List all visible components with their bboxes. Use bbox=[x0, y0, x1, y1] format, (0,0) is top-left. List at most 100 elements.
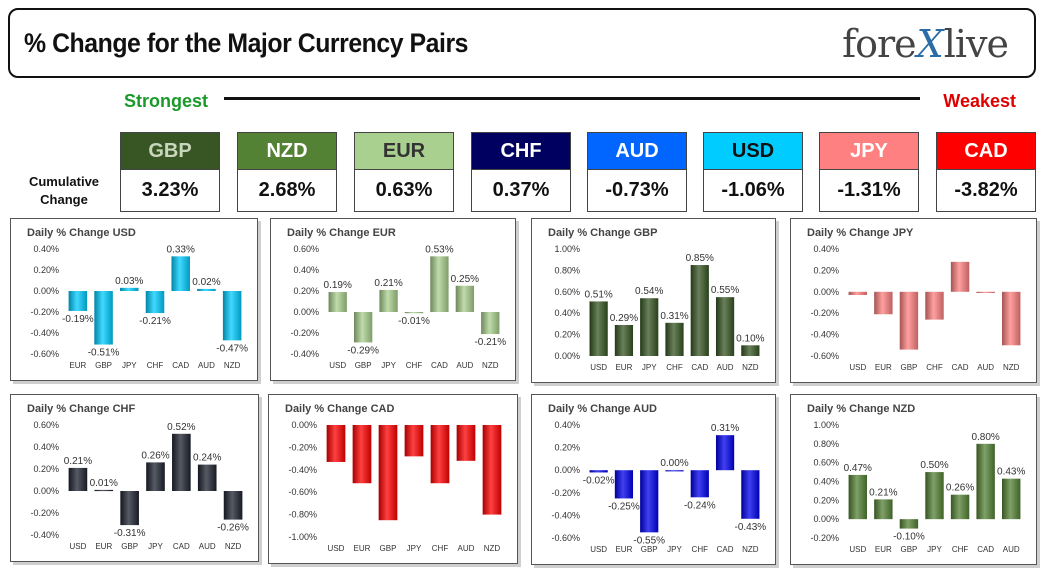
x-tick-label: EUR bbox=[615, 545, 632, 554]
data-label: 0.47% bbox=[844, 463, 872, 474]
x-tick-label: CAD bbox=[172, 361, 189, 370]
bar-aud bbox=[976, 291, 995, 293]
data-label: 0.43% bbox=[997, 467, 1025, 478]
bar-gbp bbox=[120, 491, 139, 526]
currency-tile-chf: CHF 0.37% bbox=[471, 132, 571, 212]
y-tick-label: -0.60% bbox=[30, 349, 59, 359]
bar-eur bbox=[94, 489, 114, 492]
x-tick-label: NZD bbox=[1003, 363, 1020, 372]
y-tick-label: 0.20% bbox=[554, 443, 580, 453]
bar-chart: Daily % Change CAD 0.00% -0.20% -0.40% -0.60… bbox=[285, 403, 502, 553]
x-tick-label: USD bbox=[590, 545, 607, 554]
y-tick-label: 0.20% bbox=[813, 495, 839, 505]
x-tick-label: USD bbox=[849, 545, 866, 554]
cumulative-value: 0.63% bbox=[354, 170, 454, 212]
bar-chf bbox=[430, 425, 450, 484]
data-label: 0.31% bbox=[711, 423, 739, 434]
y-tick-label: -0.40% bbox=[30, 328, 59, 338]
x-tick-label: CAD bbox=[431, 361, 448, 370]
data-label: -0.21% bbox=[139, 316, 171, 327]
x-tick-label: GBP bbox=[900, 363, 917, 372]
y-tick-label: 0.00% bbox=[813, 287, 839, 297]
x-tick-label: USD bbox=[849, 363, 866, 372]
bar-usd bbox=[589, 301, 608, 356]
cumulative-value: -0.73% bbox=[587, 170, 687, 212]
data-label: 0.54% bbox=[635, 286, 663, 297]
y-tick-label: 0.20% bbox=[33, 265, 59, 275]
y-tick-label: 0.60% bbox=[813, 458, 839, 468]
currency-tile-jpy: JPY -1.31% bbox=[819, 132, 919, 212]
chart-panel-5: Daily % Change CHF 0.60% 0.40% 0.20% 0.00% -0… bbox=[10, 394, 259, 562]
x-tick-label: EUR bbox=[354, 544, 371, 553]
data-label: -0.24% bbox=[684, 500, 716, 511]
y-tick-label: 1.00% bbox=[554, 244, 580, 254]
data-label: 0.21% bbox=[869, 487, 897, 498]
x-tick-label: CHF bbox=[692, 545, 709, 554]
bar-eur bbox=[614, 324, 634, 356]
bar-gbp bbox=[378, 425, 398, 521]
weakest-label: Weakest bbox=[943, 91, 1016, 111]
bar-eur bbox=[68, 291, 88, 311]
y-tick-label: -0.20% bbox=[30, 508, 59, 518]
bar-cad bbox=[976, 443, 995, 520]
bar-chf bbox=[145, 291, 165, 314]
y-tick-label: -0.20% bbox=[810, 308, 839, 318]
x-tick-label: GBP bbox=[355, 361, 372, 370]
currency-code: EUR bbox=[354, 132, 454, 170]
x-tick-label: CAD bbox=[173, 542, 190, 551]
bar-chf bbox=[925, 291, 944, 320]
y-tick-label: 0.40% bbox=[554, 308, 580, 318]
bar-cad bbox=[950, 261, 970, 292]
bar-jpy bbox=[379, 289, 398, 312]
currency-code: CAD bbox=[936, 132, 1036, 170]
bar-jpy bbox=[120, 287, 139, 291]
strongest-label: Strongest bbox=[124, 91, 209, 111]
data-label: 0.01% bbox=[90, 478, 118, 489]
bar-cad bbox=[172, 433, 191, 491]
data-label: -0.55% bbox=[633, 535, 665, 546]
bar-gbp bbox=[899, 291, 919, 350]
y-tick-label: -0.20% bbox=[810, 533, 839, 543]
x-tick-label: USD bbox=[329, 361, 346, 370]
y-tick-label: 0.40% bbox=[293, 265, 319, 275]
data-label: 0.50% bbox=[920, 460, 948, 471]
cumulative-value: 0.37% bbox=[471, 170, 571, 212]
x-tick-label: EUR bbox=[875, 363, 892, 372]
bar-nzd bbox=[481, 312, 500, 335]
bar-aud bbox=[197, 288, 216, 291]
y-tick-label: 0.40% bbox=[554, 420, 580, 430]
x-tick-label: JPY bbox=[381, 361, 396, 370]
currency-tile-cad: CAD -3.82% bbox=[936, 132, 1036, 212]
currency-tile-aud: AUD -0.73% bbox=[587, 132, 687, 212]
x-tick-label: AUD bbox=[977, 363, 994, 372]
y-tick-label: -0.40% bbox=[288, 465, 317, 475]
y-tick-label: 0.60% bbox=[33, 420, 59, 430]
y-tick-label: 0.40% bbox=[813, 477, 839, 487]
bar-aud bbox=[455, 285, 475, 312]
bar-chart: Daily % Change USD0.40%0.20%0.00%-0.20%-… bbox=[27, 227, 248, 370]
bar-gbp bbox=[353, 312, 373, 343]
chart-panel-4: Daily % Change JPY 0.40% 0.20% 0.00% -0.20% -… bbox=[790, 218, 1037, 383]
bar-jpy bbox=[146, 462, 165, 491]
rank-divider bbox=[224, 97, 920, 100]
currency-code: NZD bbox=[237, 132, 337, 170]
x-tick-label: JPY bbox=[148, 542, 163, 551]
data-label: 0.80% bbox=[971, 432, 999, 443]
x-tick-label: GBP bbox=[95, 361, 112, 370]
y-tick-label: 0.20% bbox=[33, 464, 59, 474]
bar-nzd bbox=[482, 425, 502, 515]
data-label: 0.24% bbox=[193, 453, 221, 464]
x-tick-label: JPY bbox=[667, 545, 682, 554]
x-tick-label: CHF bbox=[432, 544, 449, 553]
y-tick-label: 0.00% bbox=[554, 465, 580, 475]
x-tick-label: AUD bbox=[717, 363, 734, 372]
data-label: -0.29% bbox=[347, 345, 379, 356]
x-tick-label: GBP bbox=[121, 542, 138, 551]
y-tick-label: 0.00% bbox=[33, 486, 59, 496]
bar-eur bbox=[874, 291, 893, 315]
data-label: 0.52% bbox=[167, 422, 195, 433]
chart-title: Daily % Change GBP bbox=[548, 227, 657, 239]
x-tick-label: CAD bbox=[977, 545, 994, 554]
currency-tile-nzd: NZD 2.68% bbox=[237, 132, 337, 212]
bar-usd bbox=[68, 467, 88, 491]
